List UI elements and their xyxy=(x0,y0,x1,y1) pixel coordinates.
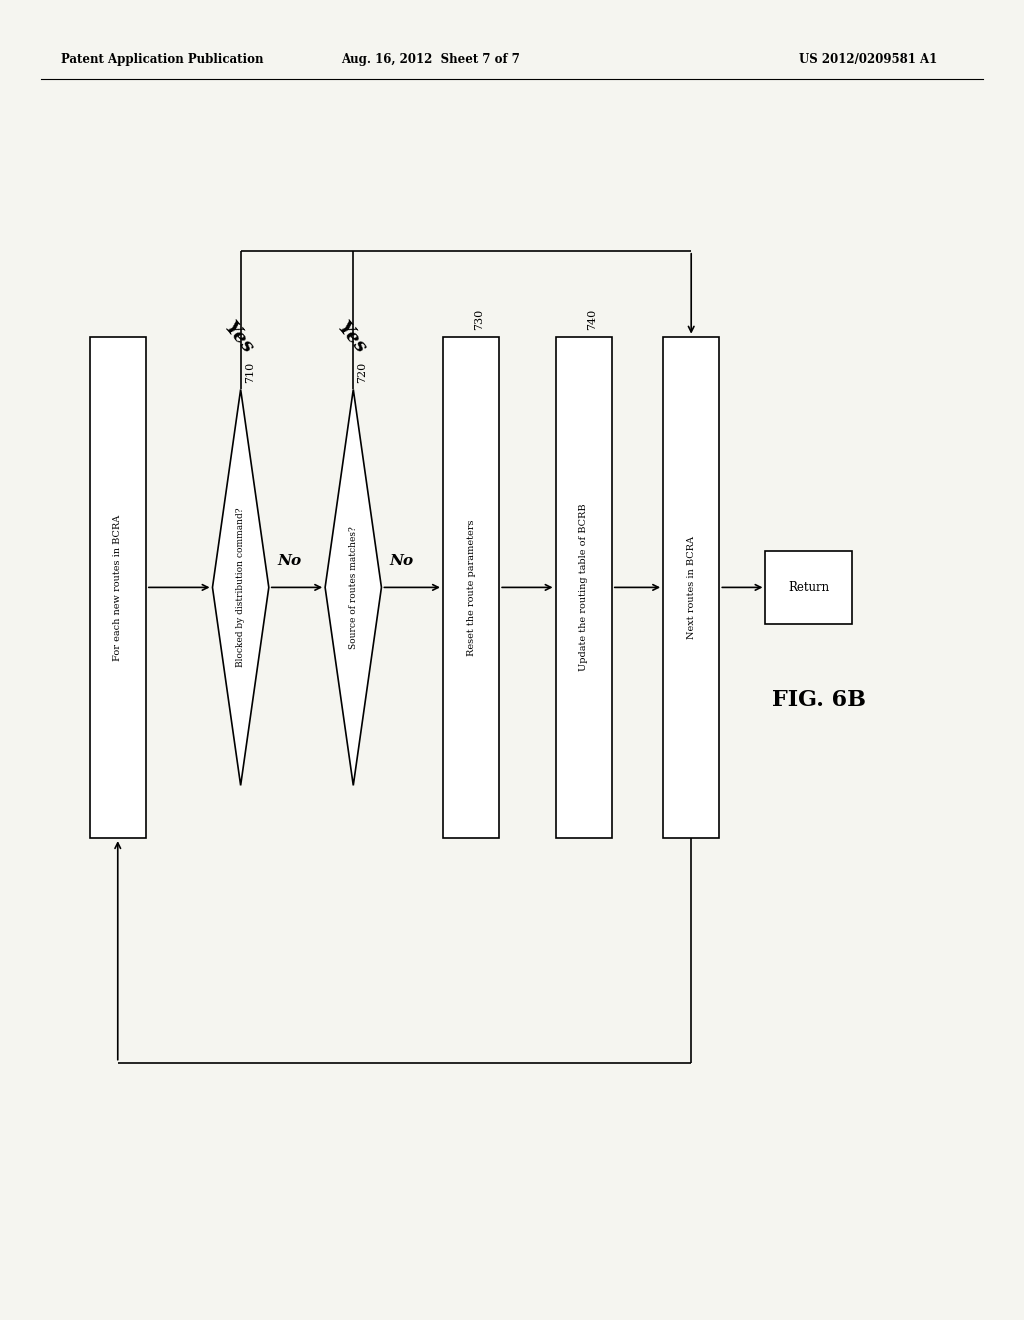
Bar xyxy=(90,337,146,838)
Text: Next routes in BCRA: Next routes in BCRA xyxy=(687,536,695,639)
Text: No: No xyxy=(276,553,301,568)
Bar xyxy=(664,337,720,838)
Text: Yes: Yes xyxy=(333,318,370,356)
Text: 730: 730 xyxy=(474,309,484,330)
Bar xyxy=(442,337,500,838)
Text: 740: 740 xyxy=(587,309,597,330)
Polygon shape xyxy=(325,389,381,785)
Text: Source of routes matches?: Source of routes matches? xyxy=(349,527,357,648)
Bar xyxy=(555,337,612,838)
Bar xyxy=(766,552,852,623)
Text: Aug. 16, 2012  Sheet 7 of 7: Aug. 16, 2012 Sheet 7 of 7 xyxy=(341,53,519,66)
Text: 710: 710 xyxy=(245,362,255,383)
Text: 720: 720 xyxy=(357,362,368,383)
Polygon shape xyxy=(213,389,268,785)
Text: FIG. 6B: FIG. 6B xyxy=(772,689,866,710)
Text: Return: Return xyxy=(788,581,829,594)
Text: Update the routing table of BCRB: Update the routing table of BCRB xyxy=(580,504,588,671)
Text: For each new routes in BCRA: For each new routes in BCRA xyxy=(114,515,122,660)
Text: US 2012/0209581 A1: US 2012/0209581 A1 xyxy=(799,53,937,66)
Text: Blocked by distribution command?: Blocked by distribution command? xyxy=(237,508,245,667)
Text: No: No xyxy=(389,553,414,568)
Text: Patent Application Publication: Patent Application Publication xyxy=(61,53,264,66)
Text: Reset the route parameters: Reset the route parameters xyxy=(467,519,475,656)
Text: Yes: Yes xyxy=(220,318,257,356)
